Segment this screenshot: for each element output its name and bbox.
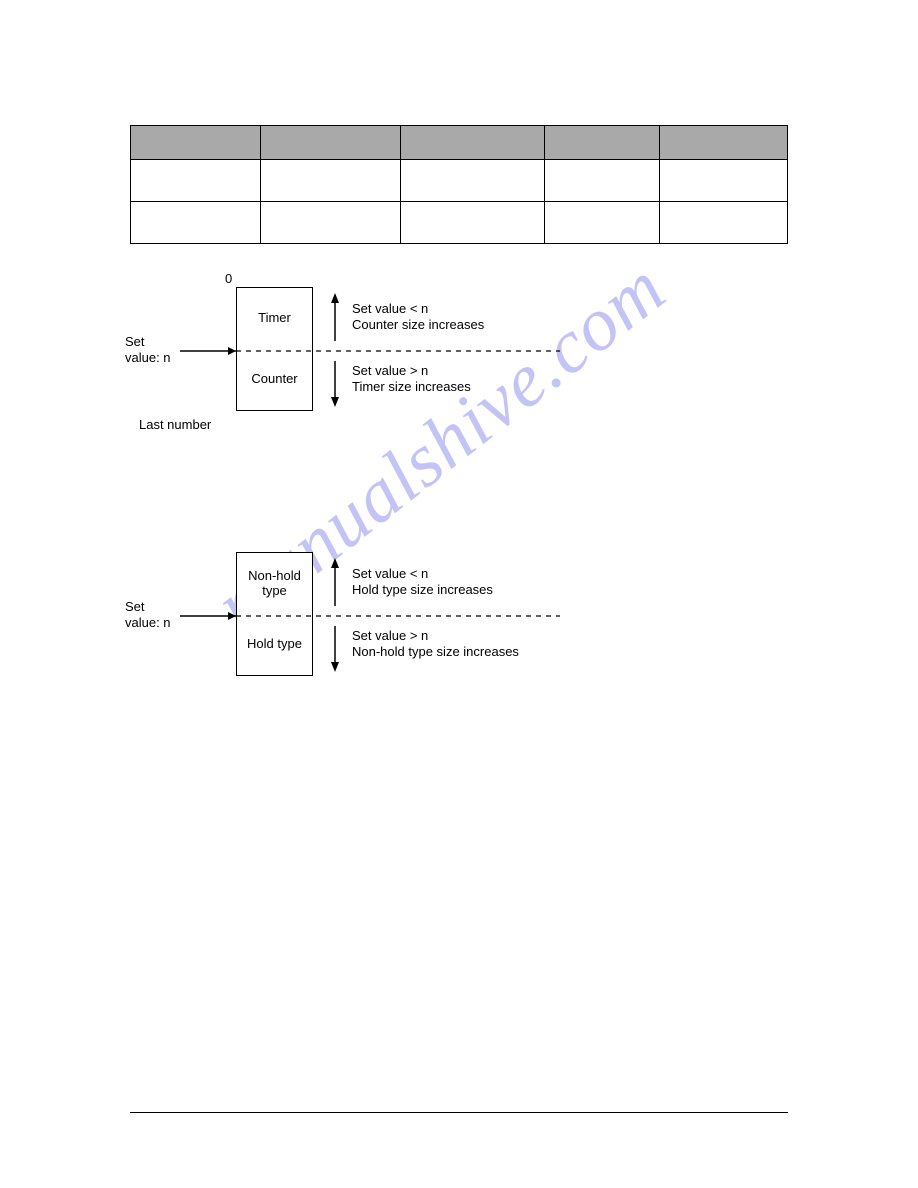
table-header	[260, 126, 400, 160]
up-arrow-text-2: Set value < n Hold type size increases	[352, 566, 493, 599]
hold-type-diagram: Non-hold type Hold type Set value: n Set…	[130, 544, 590, 724]
down-arrow-text: Set value > n Timer size increases	[352, 363, 471, 396]
down-arrow-text-2: Set value > n Non-hold type size increas…	[352, 628, 519, 661]
footer-rule	[130, 1112, 788, 1113]
up-arrow-text: Set value < n Counter size increases	[352, 301, 484, 334]
table-header	[131, 126, 261, 160]
table-header	[400, 126, 545, 160]
table-row	[131, 202, 788, 244]
table-header	[660, 126, 788, 160]
timer-counter-diagram: 0 Timer Counter Set value: n Last number	[130, 279, 590, 444]
parameter-table	[130, 125, 788, 244]
table-row	[131, 160, 788, 202]
table-header	[545, 126, 660, 160]
